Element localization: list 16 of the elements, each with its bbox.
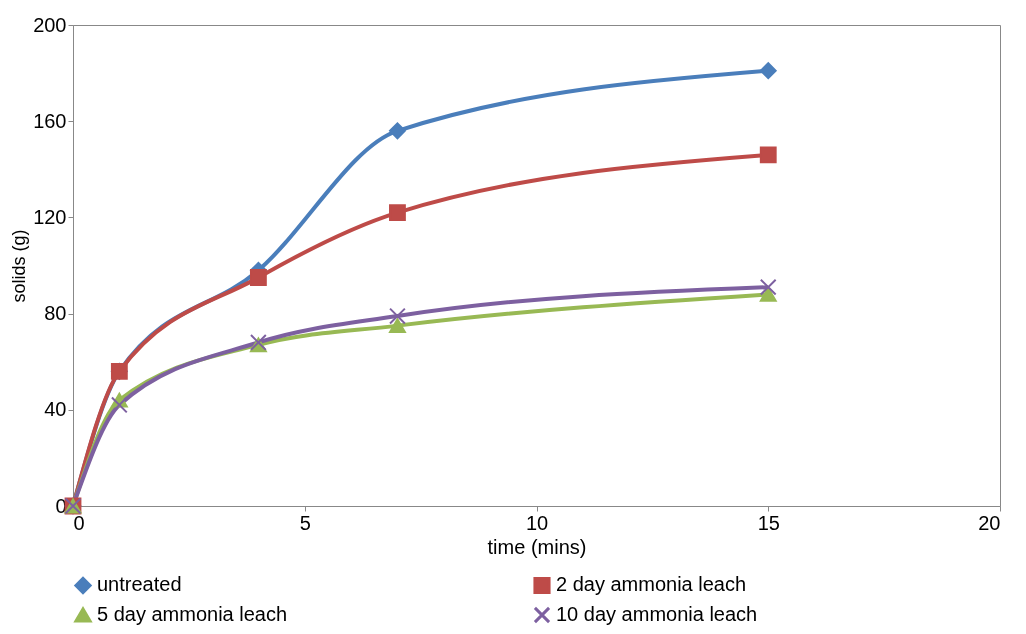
x-tick-label: 10 — [525, 511, 549, 534]
legend-label: 10 day ammonia leach — [556, 603, 758, 625]
x-tick-label: 5 — [299, 511, 311, 534]
x-tick-label: 15 — [757, 511, 780, 534]
x-tick-label: 0 — [73, 511, 85, 534]
y-tick-label: 40 — [44, 398, 67, 421]
legend-label: 2 day ammonia leach — [556, 573, 747, 596]
x-tick-label: 20 — [978, 511, 1001, 534]
y-tick-label: 80 — [44, 302, 67, 325]
y-tick-label: 200 — [33, 13, 67, 36]
y-axis-title: solids (g) — [9, 229, 30, 303]
legend-label: untreated — [97, 573, 182, 596]
y-tick-label: 160 — [33, 109, 67, 132]
legend-label: 5 day ammonia leach — [97, 603, 288, 625]
x-axis-title: time (mins) — [487, 535, 587, 558]
y-tick-label: 120 — [33, 205, 67, 228]
